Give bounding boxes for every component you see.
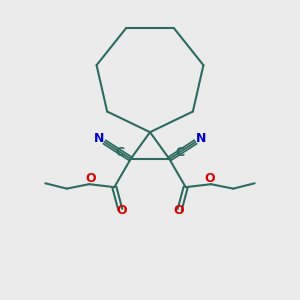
Text: N: N — [196, 132, 206, 145]
Text: O: O — [116, 204, 127, 218]
Text: N: N — [94, 132, 104, 145]
Text: C: C — [115, 146, 124, 159]
Text: C: C — [176, 146, 185, 159]
Text: O: O — [173, 204, 184, 218]
Text: O: O — [204, 172, 215, 185]
Text: O: O — [85, 172, 96, 185]
